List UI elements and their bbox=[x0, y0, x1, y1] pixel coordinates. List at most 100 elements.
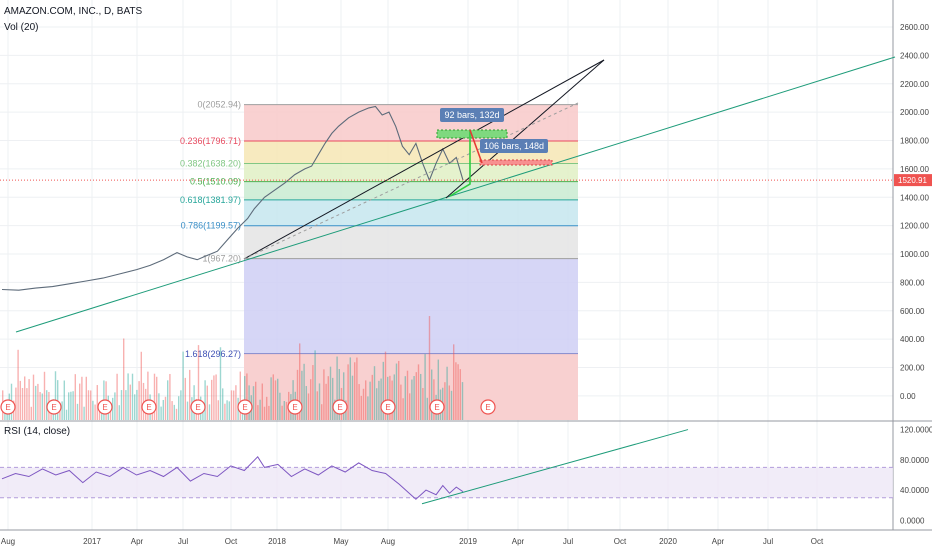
earnings-marker bbox=[141, 399, 157, 415]
volume-bar bbox=[182, 351, 184, 420]
volume-bar bbox=[332, 377, 334, 420]
price-series bbox=[1, 105, 464, 291]
volume-bar bbox=[153, 373, 156, 420]
volume-bar bbox=[239, 371, 241, 420]
price-tick-label: 2600.00 bbox=[900, 23, 929, 32]
time-tick-label: Apr bbox=[712, 537, 725, 546]
volume-bar bbox=[277, 378, 279, 420]
volume-bar bbox=[17, 349, 19, 420]
volume-bar bbox=[301, 370, 303, 420]
fib-zone bbox=[244, 104, 578, 141]
earnings-marker-label: E bbox=[292, 403, 297, 412]
volume-bar bbox=[90, 390, 92, 420]
price-tick-label: 2400.00 bbox=[900, 51, 929, 60]
trend-lines[interactable]: 92 bars, 132d 106 bars, 148d bbox=[0, 56, 896, 333]
volume-bar bbox=[252, 386, 255, 420]
volume-bar bbox=[312, 365, 314, 420]
volume-bar bbox=[83, 406, 85, 420]
volume-bar bbox=[255, 381, 257, 420]
earnings-marker bbox=[429, 399, 445, 415]
volume-bar bbox=[37, 383, 39, 420]
volume-bar bbox=[371, 374, 373, 420]
volume-bar bbox=[316, 391, 318, 420]
volume-bar bbox=[81, 376, 83, 420]
price-tick-label: 600.00 bbox=[900, 307, 925, 316]
rsi-trend-line bbox=[421, 429, 689, 505]
volume-bar bbox=[444, 382, 446, 420]
volume-bar bbox=[217, 400, 219, 420]
volume-bar bbox=[378, 380, 380, 420]
volume-bar bbox=[318, 383, 321, 420]
earnings-marker bbox=[237, 399, 253, 415]
price-line bbox=[1, 105, 464, 291]
volume-bar bbox=[409, 393, 411, 420]
fib-level-label: 1(967.20) bbox=[202, 254, 241, 264]
fibonacci-retracement[interactable]: 0(2052.94) 0.236(1796.71) 0.382(1638.20) 0.… bbox=[180, 100, 578, 420]
volume-bar bbox=[208, 404, 211, 420]
earnings-marker-label: E bbox=[434, 403, 439, 412]
earnings-marker bbox=[287, 399, 303, 415]
volume-bar bbox=[65, 409, 68, 420]
volume-bar bbox=[404, 376, 406, 420]
volume-bar bbox=[116, 373, 118, 420]
earnings-marker-label: E bbox=[102, 403, 107, 412]
volume-bar bbox=[307, 393, 310, 420]
volume-bar bbox=[283, 401, 285, 420]
annotation-label-2: 106 bars, 148d bbox=[484, 141, 544, 151]
volume-bar bbox=[382, 361, 384, 420]
volume-bar bbox=[129, 384, 131, 420]
volume-bar bbox=[186, 401, 189, 420]
volume-bar bbox=[63, 380, 65, 420]
volume-bar bbox=[376, 388, 378, 420]
volume-bar bbox=[347, 364, 349, 420]
volume-bar bbox=[446, 366, 448, 420]
volume-bar bbox=[79, 383, 81, 420]
price-tick-label: 200.00 bbox=[900, 364, 925, 373]
earnings-marker bbox=[480, 399, 496, 415]
volume-bar bbox=[30, 406, 32, 420]
volume-bar bbox=[459, 369, 461, 420]
time-tick-label: 2018 bbox=[268, 537, 286, 546]
time-tick-label: 2020 bbox=[659, 537, 677, 546]
volume-bar bbox=[270, 377, 272, 420]
volume-bar bbox=[299, 343, 301, 420]
volume-bar bbox=[402, 398, 404, 420]
volume-bar bbox=[362, 388, 365, 420]
volume-bar bbox=[263, 406, 266, 420]
volume-bar bbox=[204, 380, 206, 420]
volume-bar bbox=[59, 409, 61, 420]
volume-bar bbox=[57, 380, 59, 420]
volume-bar bbox=[125, 390, 127, 420]
volume-bar bbox=[336, 356, 338, 420]
earnings-marker bbox=[0, 399, 16, 415]
volume-bar bbox=[338, 368, 340, 420]
measure-box-red bbox=[479, 159, 553, 166]
volume-bars bbox=[2, 316, 464, 420]
green-arrow bbox=[449, 130, 471, 197]
price-tick-label: 1000.00 bbox=[900, 250, 929, 259]
time-tick-label: Apr bbox=[131, 537, 144, 546]
volume-bar bbox=[19, 380, 21, 420]
earnings-marker-label: E bbox=[242, 403, 247, 412]
volume-bar bbox=[424, 354, 426, 420]
volume-bar bbox=[323, 369, 325, 420]
fib-zone bbox=[244, 199, 578, 226]
volume-bar bbox=[175, 408, 178, 420]
volume-bar bbox=[406, 370, 409, 420]
fib-level-label: 0.786(1199.57) bbox=[181, 221, 241, 231]
volume-bar bbox=[76, 403, 79, 420]
volume-bar bbox=[43, 371, 46, 420]
fib-zone bbox=[244, 181, 578, 200]
volume-bar bbox=[241, 409, 244, 420]
volume-bar bbox=[261, 383, 263, 420]
volume-bar bbox=[142, 382, 145, 420]
volume-bar bbox=[164, 396, 167, 420]
price-tick-label: 0.00 bbox=[900, 392, 916, 401]
annotation-box-2 bbox=[480, 139, 548, 153]
green-trend-line bbox=[15, 56, 896, 333]
volume-bar bbox=[422, 387, 424, 420]
rsi-line bbox=[1, 456, 464, 500]
rsi-tick-label: 80.0000 bbox=[900, 456, 929, 465]
volume-bar bbox=[74, 374, 76, 420]
